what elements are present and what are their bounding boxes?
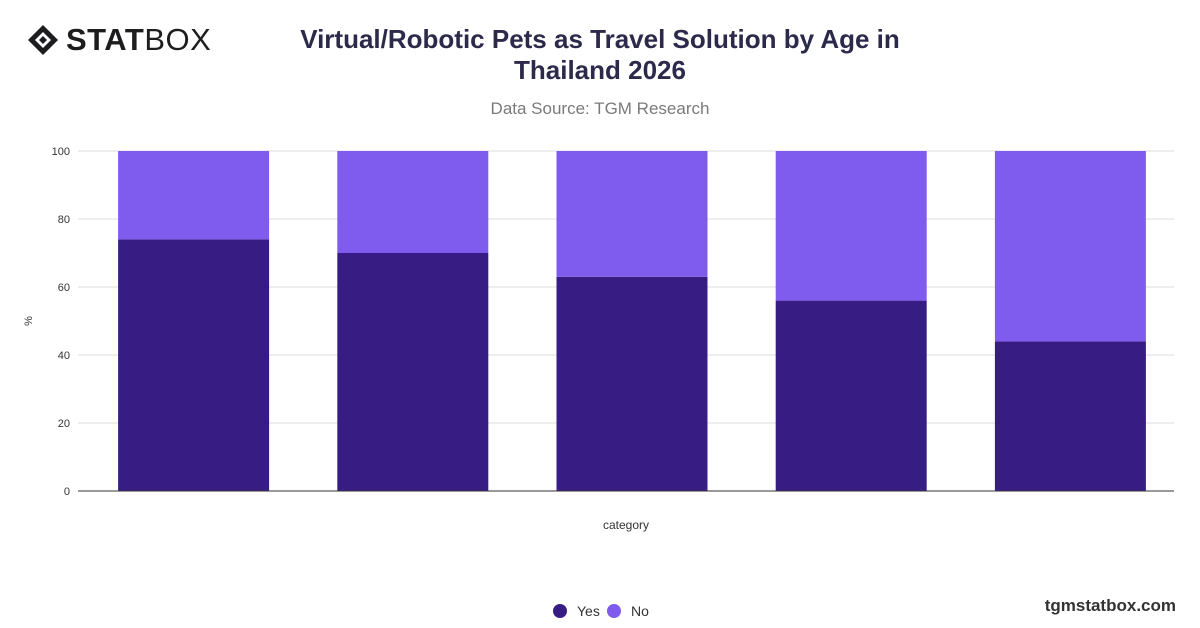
x-axis-title: category (603, 518, 649, 532)
bar-yes (337, 253, 489, 491)
footer-site[interactable]: tgmstatbox.com (1044, 596, 1176, 615)
bar-no (118, 151, 270, 240)
y-tick-label: 0 (64, 486, 70, 498)
y-tick-label: 60 (58, 282, 70, 294)
bar-no (994, 151, 1146, 342)
y-tick-label: 40 (58, 350, 70, 362)
legend-label-yes: Yes (577, 603, 600, 619)
y-tick-label: 20 (58, 418, 70, 430)
bar-no (337, 151, 489, 253)
legend-label-no: No (631, 603, 649, 619)
brand-logo: STATBOX (26, 22, 211, 58)
y-tick-label: 100 (52, 146, 70, 158)
bar-yes (994, 341, 1146, 491)
bar-yes (556, 276, 708, 491)
y-tick-label: 80 (58, 214, 70, 226)
logo-wordmark: STATBOX (66, 22, 212, 57)
title-block: Virtual/Robotic Pets as Travel Solution … (300, 24, 900, 119)
chart-subtitle: Data Source: TGM Research (490, 99, 710, 118)
chart-title: Virtual/Robotic Pets as Travel Solution … (300, 24, 900, 85)
bar-yes (775, 300, 927, 491)
y-axis-title: % (23, 316, 35, 326)
bar-no (775, 151, 927, 301)
bar-no (556, 151, 708, 277)
statbox-diamond-icon (28, 25, 58, 55)
legend-marker-no (607, 604, 621, 618)
legend-marker-yes (553, 604, 567, 618)
bar-yes (118, 239, 270, 491)
